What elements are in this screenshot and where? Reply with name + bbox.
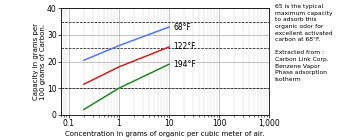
Text: 65 is the typical
maximum capacity
to adsorb this
organic odor for
excellent act: 65 is the typical maximum capacity to ad… xyxy=(275,4,332,82)
Text: 122°F: 122°F xyxy=(173,42,196,52)
Text: 68°F: 68°F xyxy=(173,23,191,32)
Y-axis label: Capacity in grams per
100 grams of Carbon.: Capacity in grams per 100 grams of Carbo… xyxy=(33,23,46,100)
Text: 194°F: 194°F xyxy=(173,60,196,69)
X-axis label: Concentration in grams of organic per cubic meter of air.: Concentration in grams of organic per cu… xyxy=(65,131,265,137)
